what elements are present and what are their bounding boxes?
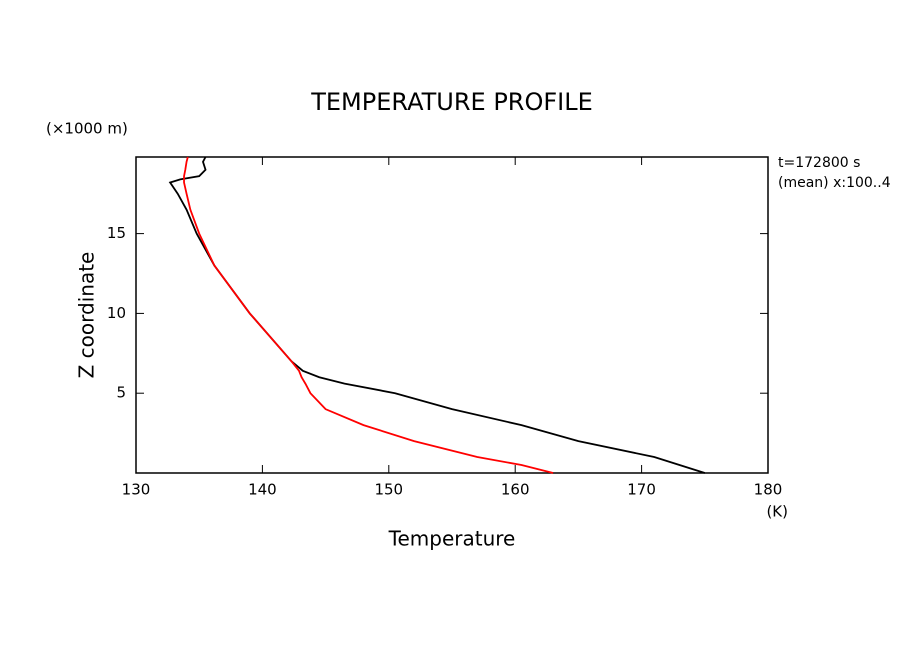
chart-title: TEMPERATURE PROFILE (310, 88, 593, 116)
y-tick-label: 10 (107, 304, 126, 322)
y-tick-label: 15 (107, 224, 126, 242)
x-tick-label: 130 (122, 481, 151, 499)
y-axis-title: Z coordinate (75, 252, 99, 379)
x-tick-label: 170 (627, 481, 656, 499)
x-axis-title: Temperature (388, 527, 516, 551)
x-tick-label: 150 (374, 481, 403, 499)
plot-frame (135, 156, 769, 474)
x-tick-label: 140 (248, 481, 277, 499)
x-unit: (K) (766, 503, 788, 521)
annotation: t=172800 s (778, 155, 860, 171)
profile-line (183, 156, 554, 474)
annotation: (mean) x:100..4 (778, 175, 891, 191)
y-unit: (×1000 m) (46, 120, 128, 138)
x-tick-label: 160 (501, 481, 530, 499)
y-tick-label: 5 (116, 384, 126, 402)
x-tick-label: 180 (754, 481, 783, 499)
